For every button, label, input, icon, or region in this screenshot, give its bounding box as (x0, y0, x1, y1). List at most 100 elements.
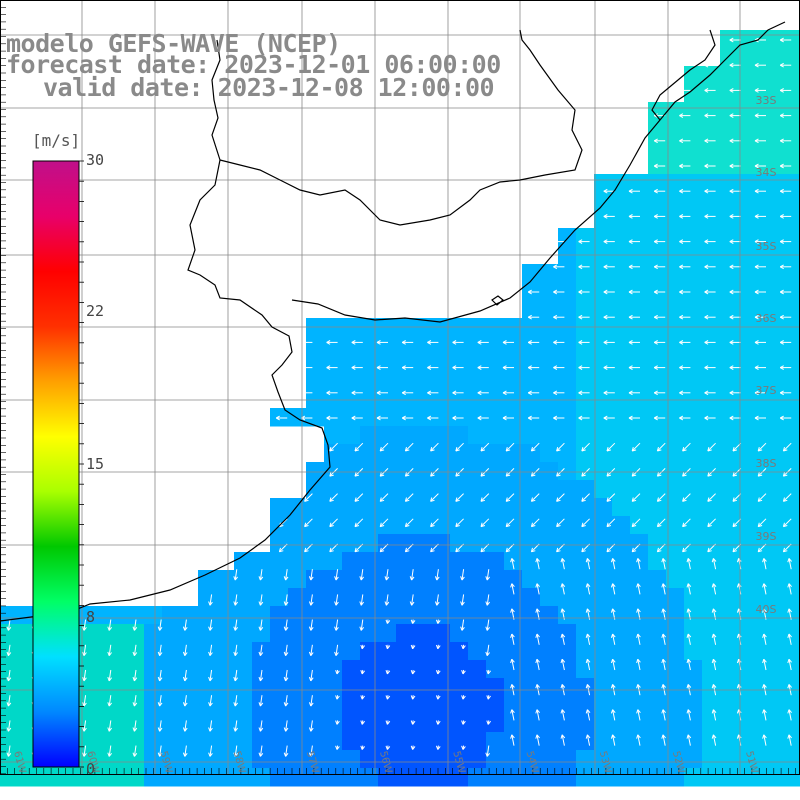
wind-arrow (82, 745, 87, 757)
wind-cell (738, 390, 757, 409)
wind-cell (612, 354, 631, 373)
wind-cell (684, 714, 703, 733)
wind-cell (612, 480, 631, 499)
wind-cell (648, 138, 667, 157)
wind-arrow (461, 720, 466, 725)
wind-cell (774, 750, 793, 769)
wind-cell (792, 462, 800, 481)
wind-cell (342, 732, 361, 751)
wind-cell (594, 210, 613, 229)
wind-cell (774, 282, 793, 301)
wind-cell (234, 552, 253, 571)
wind-cell (558, 516, 577, 535)
wind-cell (576, 426, 595, 445)
wind-arrow (233, 720, 239, 732)
wind-cell (108, 660, 127, 679)
wind-arrow (410, 745, 416, 750)
wind-arrow (636, 558, 641, 570)
wind-cell (756, 300, 775, 319)
wind-cell (180, 678, 199, 697)
wind-cell (738, 660, 757, 679)
wind-cell (414, 660, 433, 679)
wind-cell (180, 606, 199, 625)
wind-cell (414, 426, 433, 445)
wind-arrow (606, 442, 616, 452)
wind-cell (342, 552, 361, 571)
wind-cell (648, 372, 667, 391)
wind-cell (414, 588, 433, 607)
wind-cell (360, 390, 379, 409)
wind-cell (360, 498, 379, 517)
wind-cell (702, 444, 721, 463)
wind-cell (198, 660, 217, 679)
wind-cell (144, 750, 163, 769)
wind-arrow (603, 415, 615, 421)
wind-cell (162, 768, 181, 787)
wind-arrow (585, 734, 591, 746)
wind-arrow (461, 695, 466, 700)
wind-cell (108, 624, 127, 643)
wind-cell (378, 480, 397, 499)
wind-cell (486, 696, 505, 715)
wind-cell (360, 480, 379, 499)
wind-cell (486, 498, 505, 517)
wind-cell (306, 624, 325, 643)
wind-arrow (132, 745, 138, 757)
wind-cell (378, 534, 397, 553)
wind-cell (324, 462, 343, 481)
wind-arrow (704, 62, 716, 68)
wind-cell (792, 390, 800, 409)
wind-cell (432, 390, 451, 409)
wind-arrow (581, 518, 590, 528)
wind-cell (18, 696, 37, 715)
wind-arrow (258, 669, 264, 682)
wind-cell (342, 408, 361, 427)
wind-cell (774, 624, 793, 643)
wind-cell (486, 426, 505, 445)
wind-arrow (556, 518, 565, 528)
wind-cell (756, 480, 775, 499)
wind-arrow (430, 493, 439, 502)
wind-cell (630, 300, 649, 319)
wind-cell (720, 480, 739, 499)
wind-cell (360, 444, 379, 463)
wind-arrow (704, 138, 716, 144)
wind-cell (612, 534, 631, 553)
wind-arrow (653, 340, 666, 345)
wind-arrow (679, 415, 691, 421)
wind-cell (684, 750, 703, 769)
wind-cell (756, 66, 775, 85)
wind-arrow (628, 264, 640, 270)
wind-arrow (631, 518, 641, 528)
wind-cell (342, 660, 361, 679)
wind-arrow (711, 558, 717, 570)
wind-cell (774, 174, 793, 193)
wind-cell (666, 426, 685, 445)
wind-cell (720, 120, 739, 139)
wind-cell (558, 336, 577, 355)
wind-arrow (334, 619, 339, 631)
wind-cell (468, 390, 487, 409)
wind-cell (468, 480, 487, 499)
wind-cell (594, 714, 613, 733)
wind-cell (684, 768, 703, 787)
wind-arrow (553, 239, 565, 244)
wind-arrow (779, 138, 792, 144)
wind-cell (576, 462, 595, 481)
wind-cell (216, 588, 235, 607)
wind-cell (720, 48, 739, 67)
wind-arrow (704, 415, 716, 421)
wind-arrow (553, 390, 565, 396)
wind-cell (504, 714, 523, 733)
wind-cell (576, 552, 595, 571)
wind-cell (648, 642, 667, 661)
wind-cell (342, 336, 361, 355)
wind-arrow (729, 88, 741, 93)
wind-cell (702, 84, 721, 103)
wind-cell (486, 372, 505, 391)
wind-cell (450, 462, 469, 481)
wind-arrow (427, 390, 439, 396)
wind-arrow (628, 365, 640, 370)
wind-arrow (779, 88, 792, 93)
wind-cell (396, 642, 415, 661)
